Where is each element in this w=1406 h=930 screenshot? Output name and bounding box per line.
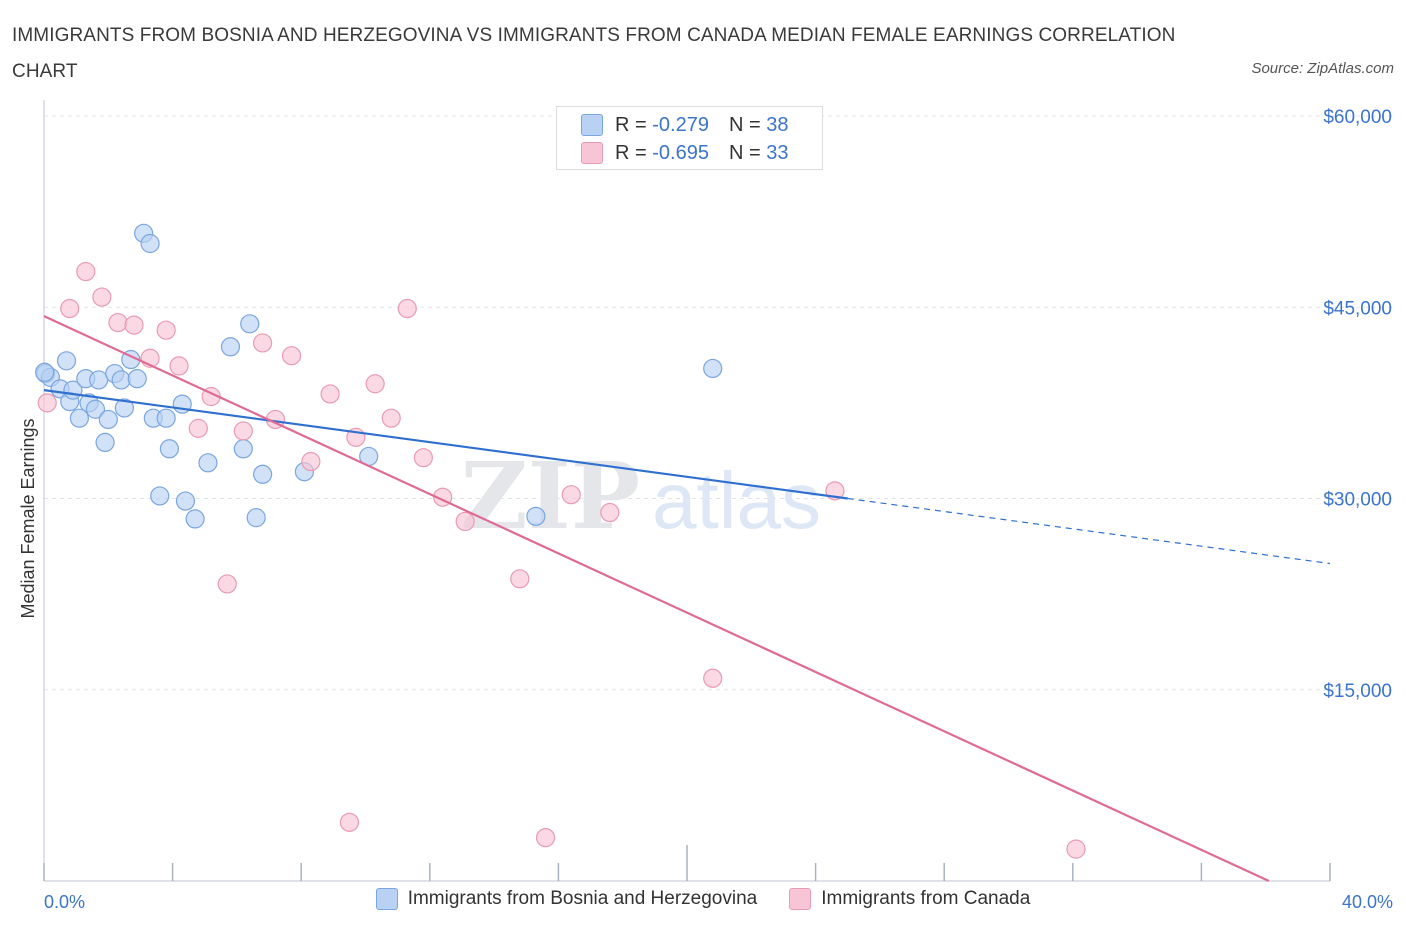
point-bosnia: [233, 439, 253, 459]
point-canada: [76, 261, 96, 282]
series-swatch-bosnia: [375, 888, 398, 910]
trendline-extension-bosnia: [847, 497, 1331, 565]
point-canada: [60, 298, 80, 319]
point-bosnia: [85, 399, 106, 419]
point-canada: [37, 393, 57, 413]
point-canada: [339, 812, 360, 832]
point-bosnia: [69, 408, 89, 428]
x-tick-label: 0.0%: [44, 892, 85, 912]
point-canada: [600, 502, 620, 523]
point-bosnia: [253, 464, 273, 484]
y-tick-label: $15,000: [1323, 681, 1392, 702]
point-bosnia: [703, 358, 723, 379]
legend-swatch-canada: [581, 142, 603, 164]
point-bosnia: [140, 233, 160, 254]
point-bosnia: [156, 408, 176, 428]
point-bosnia: [185, 509, 205, 529]
point-canada: [561, 485, 581, 505]
x-tick-label: 40.0%: [1342, 892, 1393, 912]
y-tick-label: $45,000: [1323, 298, 1392, 319]
legend-r-label: R =: [615, 141, 647, 164]
point-bosnia: [114, 398, 134, 418]
point-bosnia: [150, 486, 170, 506]
point-bosnia: [220, 337, 241, 357]
point-canada: [188, 418, 208, 438]
series-label-canada: Immigrants from Canada: [821, 888, 1031, 909]
point-bosnia: [95, 432, 115, 452]
legend-swatch-bosnia: [581, 114, 603, 136]
series-legend-canada: Immigrants from Canada: [789, 888, 1030, 910]
point-bosnia: [111, 370, 131, 390]
point-canada: [217, 574, 237, 594]
y-tick-label: $60,000: [1323, 107, 1392, 128]
point-canada: [156, 320, 176, 340]
point-bosnia: [198, 453, 218, 473]
legend-r-value: -0.279: [652, 113, 709, 136]
point-canada: [381, 408, 401, 428]
point-canada: [108, 312, 128, 333]
point-bosnia: [98, 409, 118, 430]
point-bosnia: [159, 439, 179, 459]
trendline-bosnia: [43, 389, 848, 500]
point-canada: [1066, 839, 1086, 859]
series-legend: Immigrants from Bosnia and Herzegovina I…: [0, 888, 1406, 910]
point-canada: [124, 315, 144, 335]
point-bosnia: [175, 491, 196, 511]
legend-n-value: 33: [766, 141, 789, 164]
point-canada: [233, 421, 253, 441]
legend-n-label: N =: [728, 113, 761, 136]
series-label-bosnia: Immigrants from Bosnia and Herzegovina: [407, 888, 758, 909]
point-canada: [703, 668, 723, 688]
point-bosnia: [127, 369, 147, 389]
source-note: Source: ZipAtlas.com: [1251, 60, 1394, 77]
legend-row-bosnia: R = -0.279 N = 38: [581, 111, 788, 139]
point-canada: [413, 448, 433, 468]
point-bosnia: [526, 506, 546, 526]
legend-row-canada: R = -0.695 N = 33: [581, 139, 788, 167]
point-canada: [301, 451, 321, 472]
watermark-atlas: atlas: [652, 456, 821, 545]
legend-n-value: 38: [766, 113, 789, 136]
correlation-legend: R = -0.279 N = 38 R = -0.695 N = 33: [556, 106, 823, 170]
point-bosnia: [240, 314, 260, 334]
point-canada: [397, 298, 417, 319]
point-canada: [365, 374, 385, 394]
point-canada: [455, 511, 475, 532]
trendline-canada: [43, 315, 1270, 882]
point-bosnia: [246, 508, 266, 528]
point-bosnia: [35, 362, 55, 382]
point-canada: [92, 287, 112, 307]
point-bosnia: [56, 351, 77, 371]
point-canada: [510, 569, 530, 589]
point-canada: [320, 384, 340, 404]
series-swatch-canada: [789, 888, 812, 910]
point-canada: [253, 333, 273, 353]
point-canada: [169, 356, 189, 376]
point-bosnia: [89, 370, 109, 390]
point-canada: [281, 346, 302, 366]
point-canada: [535, 828, 556, 848]
legend-r-label: R =: [615, 113, 647, 136]
legend-n-label: N =: [728, 141, 761, 164]
chart-title: IMMIGRANTS FROM BOSNIA AND HERZEGOVINA V…: [12, 25, 1176, 82]
legend-r-value: -0.695: [652, 141, 709, 164]
y-tick-label: $30,000: [1323, 490, 1392, 511]
y-axis-label: Median Female Earnings: [18, 418, 38, 618]
series-legend-bosnia: Immigrants from Bosnia and Herzegovina: [375, 888, 758, 910]
watermark-zip: ZIP: [461, 442, 640, 550]
